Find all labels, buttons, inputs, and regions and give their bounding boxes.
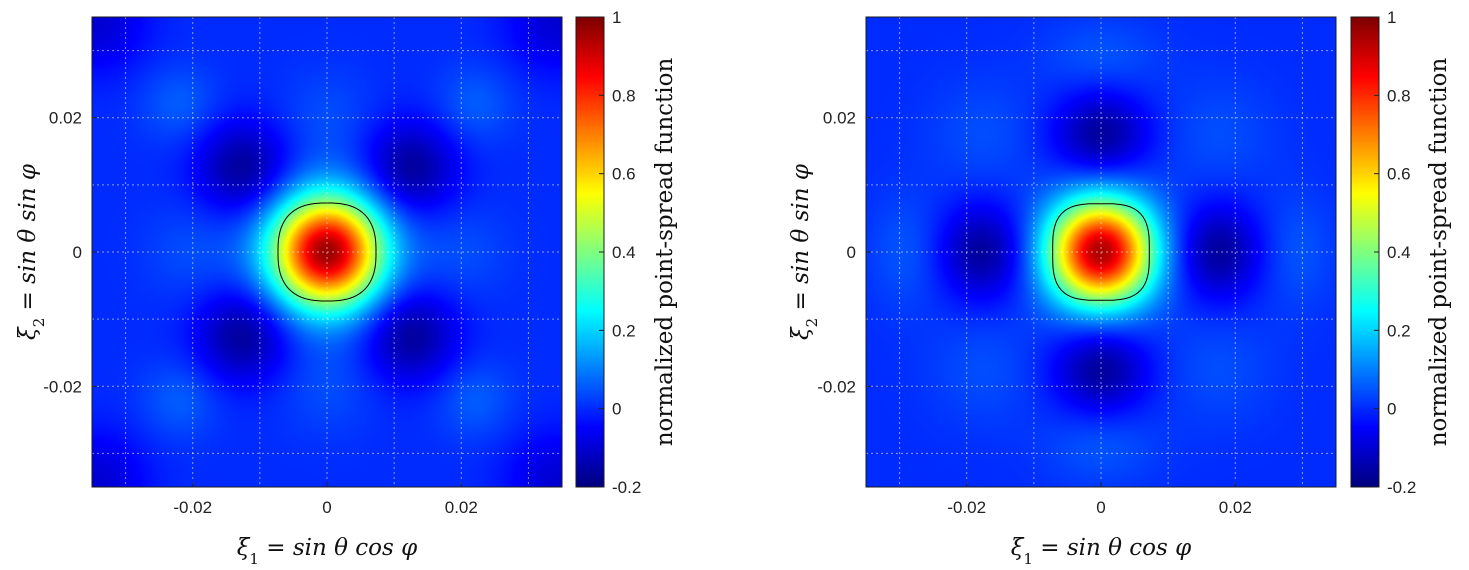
colorbar-tick-label: 0.6	[612, 165, 636, 184]
colorbar-label: normalized point-spread function	[652, 58, 678, 447]
mainlobe-contour	[1052, 203, 1150, 301]
colorbar-tick-label: 0.4	[612, 243, 636, 262]
colorbar-tick-label: 0	[1387, 400, 1396, 419]
heatmap-panel-2: -0.02 0 0.02 -0.02 0 0.02 ξ1 = sin θ cos φ ξ2 =…	[788, 8, 1452, 568]
x-tick-label: 0.02	[1219, 498, 1252, 517]
y-tick-label: 0.02	[823, 109, 856, 128]
colorbar-tick-label: 1	[1387, 8, 1396, 27]
x-axis-label: ξ1 = sin θ cos φ	[237, 535, 418, 568]
y-tick-label: 0	[847, 243, 856, 262]
x-tick-label: 0	[1096, 498, 1105, 517]
y-axis-label: ξ2 = sin θ sin φ	[788, 163, 821, 340]
colorbar-tick-label: 0.8	[1387, 86, 1411, 105]
svg-text:ξ1 = sin θ cos φ: ξ1 = sin θ cos φ	[1011, 535, 1192, 568]
y-tick-label: 0.02	[49, 109, 82, 128]
heatmap-panel-1: -0.02 0 0.02 -0.02 0 0.02 ξ1 = sin θ cos φ ξ2 =…	[15, 8, 678, 568]
svg-text:ξ1 = sin θ cos φ: ξ1 = sin θ cos φ	[237, 535, 418, 568]
x-tick-label: -0.02	[173, 498, 212, 517]
x-axis-label: ξ1 = sin θ cos φ	[1011, 535, 1192, 568]
colorbar-label: normalized point-spread function	[1426, 58, 1452, 447]
colorbar-tick-label: 0.2	[612, 321, 636, 340]
y-tick-label: 0	[73, 243, 82, 262]
svg-text:ξ2 = sin θ sin φ: ξ2 = sin θ sin φ	[788, 163, 821, 340]
colorbar-tick-label: 0.8	[612, 86, 636, 105]
colorbar-tick-label: 0.6	[1387, 165, 1411, 184]
mainlobe-contour	[277, 202, 377, 302]
svg-text:ξ2 = sin θ sin φ: ξ2 = sin θ sin φ	[15, 163, 48, 340]
colorbar-tick-label: -0.2	[612, 478, 641, 497]
y-tick-label: -0.02	[817, 377, 856, 396]
colorbar-tick-label: -0.2	[1387, 478, 1416, 497]
x-tick-label: -0.02	[947, 498, 986, 517]
colorbar-tick-label: 0	[612, 400, 621, 419]
colorbar-tick-label: 0.4	[1387, 243, 1411, 262]
y-axis-label: ξ2 = sin θ sin φ	[15, 163, 48, 340]
colorbar-tick-label: 0.2	[1387, 321, 1411, 340]
x-tick-label: 0	[322, 498, 331, 517]
x-tick-label: 0.02	[445, 498, 478, 517]
y-tick-label: -0.02	[43, 377, 82, 396]
colorbar-tick-label: 1	[612, 8, 621, 27]
